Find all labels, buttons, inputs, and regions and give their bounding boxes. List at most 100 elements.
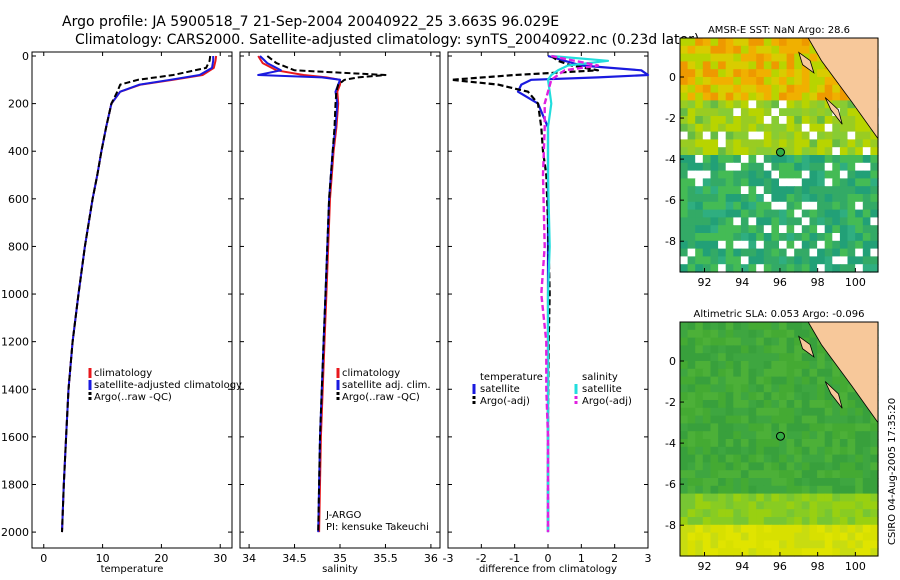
map-cell: [832, 116, 841, 125]
map-cell: [870, 454, 879, 463]
map-cell: [801, 69, 810, 78]
map-y-tick-label: -8: [665, 519, 676, 532]
map-cell: [824, 92, 833, 101]
map-cell: [687, 439, 696, 448]
map-cell: [733, 353, 742, 362]
map-cell: [733, 470, 742, 479]
map-cell: [786, 337, 795, 346]
map-cell: [832, 470, 841, 479]
map-cell: [733, 194, 742, 203]
map-cell: [733, 462, 742, 471]
map-cell: [718, 431, 727, 440]
map-cell: [740, 217, 750, 226]
map-cell: [748, 392, 757, 401]
map-cell: [817, 264, 826, 273]
map-cell: [847, 123, 856, 133]
map-cell: [680, 509, 689, 518]
map-cell: [786, 38, 795, 47]
map-cell: [786, 84, 795, 94]
map-cell: [756, 384, 765, 393]
map-cell: [839, 524, 849, 534]
map-cell: [801, 400, 810, 409]
map-cell: [687, 116, 696, 125]
map-cell: [680, 201, 689, 211]
map-cell: [786, 431, 795, 440]
map-cell: [733, 162, 742, 172]
map-cell: [832, 264, 841, 273]
map-cell: [779, 478, 788, 487]
map-cell: [680, 376, 689, 385]
map-cell: [748, 69, 757, 78]
map-cell: [702, 524, 711, 534]
map-cell: [794, 139, 803, 148]
map-cell: [817, 361, 826, 370]
map-cell: [786, 147, 795, 156]
map-cell: [862, 540, 871, 549]
map-cell: [817, 353, 826, 362]
map-cell: [786, 478, 795, 487]
map-cell: [740, 509, 750, 518]
map-cell: [718, 77, 727, 86]
map-cell: [771, 53, 780, 62]
map-cell: [702, 240, 711, 250]
map-cell: [801, 407, 810, 417]
map-cell: [702, 194, 711, 203]
map-cell: [725, 147, 734, 156]
map-cell: [779, 178, 788, 187]
map-cell: [771, 407, 780, 417]
map-cell: [680, 454, 689, 463]
map-cell: [702, 147, 711, 156]
map-cell: [794, 170, 803, 179]
map-cell: [855, 509, 864, 518]
map-cell: [832, 407, 841, 417]
map-cell: [809, 256, 818, 265]
map-cell: [725, 92, 734, 101]
map-cell: [809, 116, 818, 125]
map-cell: [740, 69, 750, 78]
map-cell: [786, 423, 795, 432]
map-cell: [870, 524, 879, 534]
map-cell: [786, 217, 795, 226]
map-cell: [801, 155, 810, 164]
map-cell: [817, 485, 826, 495]
map-cell: [718, 509, 727, 518]
map-cell: [756, 478, 765, 487]
map-cell: [847, 240, 856, 250]
map-cell: [725, 61, 734, 70]
map-cell: [862, 431, 871, 440]
map-cell: [839, 431, 849, 440]
map-cell: [718, 108, 727, 117]
map-cell: [740, 170, 750, 179]
map-cell: [847, 415, 856, 424]
map-cell: [832, 186, 841, 195]
map-cell: [779, 233, 788, 242]
map-cell: [809, 454, 818, 463]
map-cell: [733, 233, 742, 242]
map-cell: [740, 194, 750, 203]
map-cell: [794, 201, 803, 211]
map-cell: [779, 509, 788, 518]
map-cell: [801, 256, 810, 265]
map-cell: [748, 431, 757, 440]
map-cell: [832, 415, 841, 424]
map-cell: [687, 194, 696, 203]
map-y-tick-label: -8: [665, 235, 676, 248]
map-cell: [870, 493, 879, 502]
map-cell: [748, 446, 757, 456]
map-cell: [786, 194, 795, 203]
map-cell: [862, 186, 871, 195]
map-cell: [695, 69, 704, 78]
map-cell: [794, 53, 803, 62]
map-cell: [710, 209, 719, 218]
map-y-tick-label: 0: [669, 71, 676, 84]
map-cell: [817, 108, 826, 117]
map-cell: [839, 225, 849, 234]
map-cell: [862, 131, 871, 140]
map-cell: [740, 431, 750, 440]
map-cell: [725, 462, 734, 471]
map-cell: [756, 517, 765, 526]
map-cell: [809, 485, 818, 495]
map-cell: [718, 446, 727, 456]
map-cell: [824, 186, 833, 195]
map-cell: [695, 439, 704, 448]
